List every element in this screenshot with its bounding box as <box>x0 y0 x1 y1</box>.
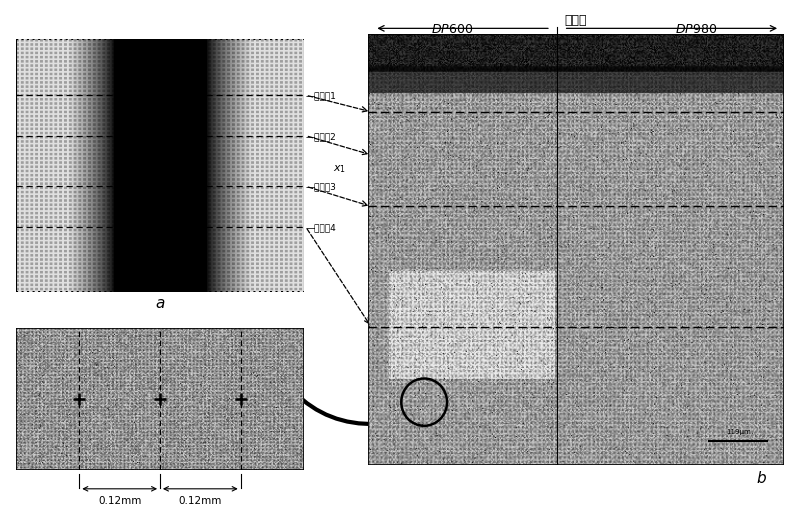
Text: 119μm: 119μm <box>726 429 750 434</box>
Text: —测试线2: —测试线2 <box>306 132 336 141</box>
Text: $c$: $c$ <box>282 331 291 346</box>
Text: 0.12mm: 0.12mm <box>98 495 142 505</box>
Text: —测试线4: —测试线4 <box>306 223 336 232</box>
Text: 中心线: 中心线 <box>565 14 587 27</box>
Text: $DP980$: $DP980$ <box>675 23 717 36</box>
Text: 0.12mm: 0.12mm <box>178 495 222 505</box>
Text: $x_1$: $x_1$ <box>333 163 346 175</box>
Text: —测试线1: —测试线1 <box>306 91 337 100</box>
Text: $b$: $b$ <box>756 469 767 485</box>
Text: $a$: $a$ <box>155 295 165 311</box>
Text: —测试线3: —测试线3 <box>306 182 337 191</box>
Text: $x_2$: $x_2$ <box>166 0 181 2</box>
Text: $DP600$: $DP600$ <box>431 23 473 36</box>
